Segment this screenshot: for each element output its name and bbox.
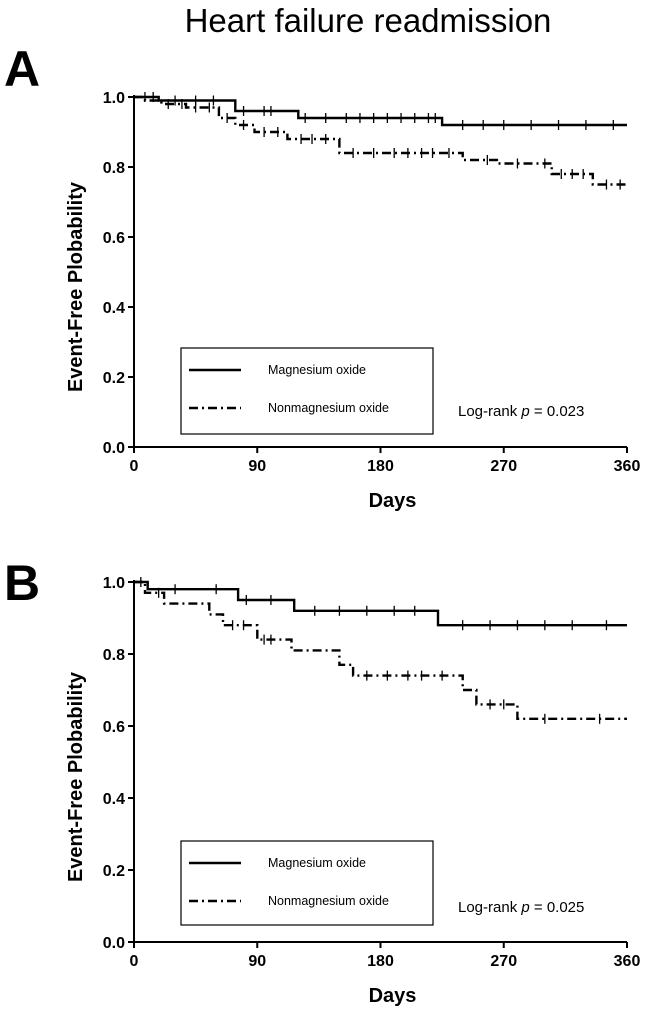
x-tick-label: 180 [367, 953, 394, 970]
y-tick-label: 0.0 [103, 935, 125, 952]
x-tick-label: 90 [248, 458, 266, 475]
survival-curve [134, 580, 627, 627]
survival-curve [134, 95, 627, 186]
legend-box [180, 347, 434, 435]
survival-curve [134, 580, 627, 720]
y-axis-title: Event-Free Plobability [65, 181, 87, 392]
log-rank-prefix: Log-rank [458, 899, 521, 916]
panel-b: B 0.0 0.2 0.4 0.6 0.8 1.0 0 90 180 270 360 Days Event… [4, 555, 640, 1007]
log-rank-annotation: Log-rank p = 0.025 [458, 899, 584, 916]
y-tick-label: 1.0 [103, 575, 125, 592]
panel-letter: A [4, 41, 40, 97]
log-rank-p: p [520, 899, 529, 916]
legend-label: Magnesium oxide [268, 363, 366, 377]
y-tick-label: 1.0 [103, 90, 125, 107]
x-tick-label: 180 [367, 458, 394, 475]
panel-letter: B [4, 555, 40, 611]
x-axis-title: Days [369, 490, 417, 512]
legend-label: Nonmagnesium oxide [268, 894, 389, 908]
x-tick-label: 0 [130, 458, 139, 475]
x-tick-label: 360 [614, 458, 641, 475]
figure-title: Heart failure readmission [185, 2, 552, 39]
survival-curve [134, 95, 627, 127]
y-tick-label: 0.2 [103, 863, 125, 880]
log-rank-prefix: Log-rank [458, 403, 521, 420]
x-tick-label: 360 [614, 953, 641, 970]
x-tick-label: 270 [490, 953, 517, 970]
legend-label: Magnesium oxide [268, 856, 366, 870]
y-tick-label: 0.8 [103, 160, 125, 177]
y-tick-label: 0.2 [103, 370, 125, 387]
log-rank-value: = 0.025 [530, 899, 585, 916]
y-tick-label: 0.6 [103, 719, 125, 736]
log-rank-p: p [520, 403, 529, 420]
x-axis-title: Days [369, 985, 417, 1007]
log-rank-annotation: Log-rank p = 0.023 [458, 403, 584, 420]
legend-label: Nonmagnesium oxide [268, 401, 389, 415]
log-rank-value: = 0.023 [530, 403, 585, 420]
x-tick-label: 90 [248, 953, 266, 970]
y-tick-label: 0.4 [103, 791, 125, 808]
y-axis-title: Event-Free Plobability [65, 671, 87, 882]
y-tick-label: 0.4 [103, 300, 125, 317]
legend-box [180, 840, 434, 926]
y-tick-label: 0.6 [103, 230, 125, 247]
x-tick-label: 270 [490, 458, 517, 475]
x-tick-label: 0 [130, 953, 139, 970]
panel-a: A 0.0 0.2 0.4 0.6 0.8 1.0 0 90 180 270 360 Days Event… [4, 41, 640, 512]
y-tick-label: 0.0 [103, 440, 125, 457]
y-tick-label: 0.8 [103, 647, 125, 664]
